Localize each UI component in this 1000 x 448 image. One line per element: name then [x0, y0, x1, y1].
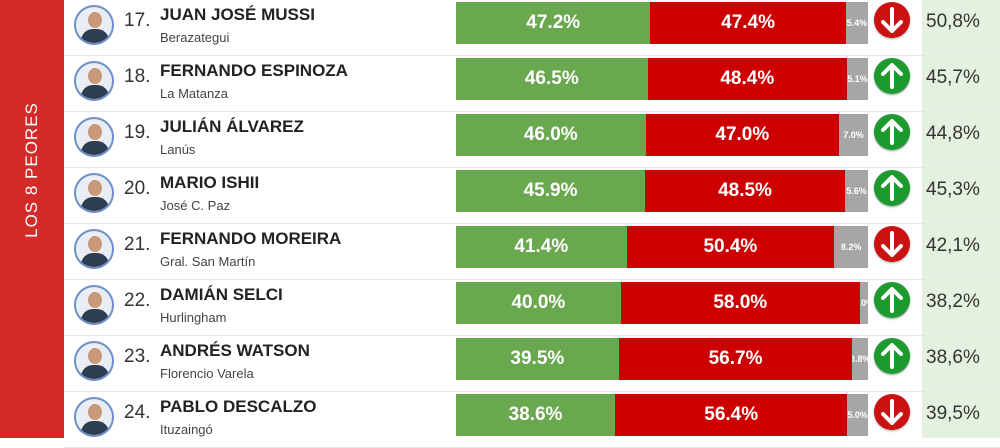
stacked-bar: 38.6% 56.4% 5.0% — [456, 394, 868, 436]
mayor-name: FERNANDO ESPINOZA — [160, 61, 348, 80]
stacked-bar: 39.5%56.7%3.8% — [456, 338, 868, 380]
previous-value: 42,1% — [926, 235, 980, 256]
stacked-bar: 47.2% 47.4% 5.4% — [456, 2, 868, 44]
previous-value: 45,7% — [926, 67, 980, 88]
stacked-bar: 46.0% 47.0% 7.0% — [456, 114, 868, 156]
avatar — [74, 229, 114, 269]
district-name: Lanús — [160, 142, 196, 157]
avatar — [74, 341, 114, 381]
district-name: José C. Paz — [160, 198, 231, 213]
nsnc-segment: 5.0% — [847, 394, 868, 436]
nsnc-segment: 3.8% — [852, 338, 868, 380]
mayor-name: FERNANDO MOREIRA — [160, 229, 342, 248]
table-row: 22. DAMIÁN SELCI Hurlingham 40.0%58.0%2.0% 3… — [64, 280, 1000, 336]
approve-segment: 39.5% — [456, 338, 619, 380]
avatar — [74, 61, 114, 101]
avatar — [74, 173, 114, 213]
nsnc-segment: 5.4% — [845, 2, 868, 44]
disapprove-segment: 48.5% — [645, 170, 845, 212]
disapprove-segment: 56.4% — [615, 394, 848, 436]
district-name: Florencio Varela — [160, 366, 254, 381]
arrow-up-icon — [874, 58, 910, 94]
disapprove-segment: 50.4% — [626, 226, 835, 268]
mayor-name: JULIÁN ÁLVAREZ — [160, 117, 304, 136]
approve-segment: 45.9% — [456, 170, 646, 212]
rank-number: 23. — [124, 346, 151, 367]
previous-value: 45,3% — [926, 179, 980, 200]
approve-segment: 38.6% — [456, 394, 616, 436]
table-row: 24. PABLO DESCALZO Ituzaingó 38.6% 56.4% 5.0%… — [64, 392, 1000, 448]
arrow-down-icon — [874, 2, 910, 38]
side-banner: LOS 8 PEORES — [0, 0, 64, 438]
mayor-name: ANDRÉS WATSON — [160, 341, 310, 360]
nsnc-segment: 2.0% — [859, 282, 868, 324]
previous-value: 39,5% — [926, 403, 980, 424]
rank-number: 18. — [124, 66, 151, 87]
disapprove-segment: 48.4% — [647, 58, 847, 100]
mayor-name: PABLO DESCALZO — [160, 397, 317, 416]
district-name: La Matanza — [160, 86, 228, 101]
rank-number: 19. — [124, 122, 151, 143]
rank-number: 22. — [124, 290, 151, 311]
district-name: Hurlingham — [160, 310, 227, 325]
approve-segment: 46.5% — [456, 58, 648, 100]
previous-value: 38,2% — [926, 291, 980, 312]
nsnc-segment: 5.1% — [846, 58, 868, 100]
section-label: LOS 8 PEORES — [22, 102, 41, 238]
rank-number: 21. — [124, 234, 151, 255]
table-row: 18. FERNANDO ESPINOZA La Matanza 46.5% 48.4%… — [64, 56, 1000, 112]
nsnc-segment: 8.2% — [834, 226, 868, 268]
nsnc-segment: 7.0% — [839, 114, 868, 156]
disapprove-segment: 56.7% — [618, 338, 853, 380]
mayor-name: JUAN JOSÉ MUSSI — [160, 5, 315, 24]
arrow-down-icon — [874, 394, 910, 430]
disapprove-segment: 47.0% — [645, 114, 840, 156]
table-row: 23. ANDRÉS WATSON Florencio Varela 39.5% 56.… — [64, 336, 1000, 392]
table-row: 19. JULIÁN ÁLVAREZ Lanús 46.0% 47.0% 7.0% 44,8… — [64, 112, 1000, 168]
nsnc-segment: 5.6% — [844, 170, 868, 212]
district-name: Berazategui — [160, 30, 230, 45]
rank-number: 20. — [124, 178, 151, 199]
approve-segment: 47.2% — [456, 2, 651, 44]
avatar — [74, 285, 114, 325]
stacked-bar: 41.4% 50.4% 8.2% — [456, 226, 868, 268]
arrow-up-icon — [874, 282, 910, 318]
stacked-bar: 46.5% 48.4% 5.1% — [456, 58, 868, 100]
district-name: Ituzaingó — [160, 422, 213, 437]
district-name: Gral. San Martín — [160, 254, 256, 269]
mayor-name: DAMIÁN SELCI — [160, 285, 283, 304]
arrow-up-icon — [874, 170, 910, 206]
arrow-up-icon — [874, 114, 910, 150]
disapprove-segment: 47.4% — [650, 2, 846, 44]
rank-number: 24. — [124, 402, 151, 423]
approve-segment: 41.4% — [456, 226, 627, 268]
stacked-bar: 40.0%58.0%2.0% — [456, 282, 868, 324]
previous-value: 50,8% — [926, 11, 980, 32]
avatar — [74, 117, 114, 157]
ranking-table: 17. JUAN JOSÉ MUSSI Berazategui 47.2% 47.4% 5… — [64, 0, 1000, 448]
avatar — [74, 397, 114, 437]
arrow-up-icon — [874, 338, 910, 374]
approve-segment: 46.0% — [456, 114, 646, 156]
previous-value: 38,6% — [926, 347, 980, 368]
avatar — [74, 5, 114, 45]
table-row: 20. MARIO ISHII José C. Paz 45.9% 48.5% 5.6% 4… — [64, 168, 1000, 224]
table-row: 21. FERNANDO MOREIRA Gral. San Martín 41.4%… — [64, 224, 1000, 280]
mayor-name: MARIO ISHII — [160, 173, 260, 192]
disapprove-segment: 58.0% — [620, 282, 860, 324]
rank-number: 17. — [124, 10, 151, 31]
previous-column — [922, 0, 1000, 438]
previous-value: 44,8% — [926, 123, 980, 144]
stacked-bar: 45.9% 48.5% 5.6% — [456, 170, 868, 212]
arrow-down-icon — [874, 226, 910, 262]
approve-segment: 40.0% — [456, 282, 621, 324]
table-row: 17. JUAN JOSÉ MUSSI Berazategui 47.2% 47.4% 5… — [64, 0, 1000, 56]
